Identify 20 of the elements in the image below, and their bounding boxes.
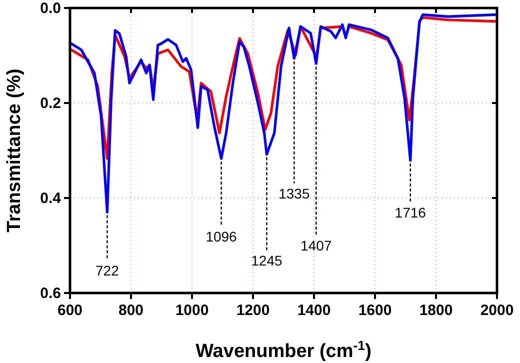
x-tick-label: 1000	[175, 302, 209, 319]
annotation: 1096	[206, 228, 238, 245]
y-axis-title: Transmittance (%)	[4, 68, 25, 232]
x-tick-label: 800	[118, 302, 144, 319]
x-tick-label: 1400	[297, 302, 331, 319]
y-tick-label: 0.4	[40, 190, 62, 207]
x-axis-title: Wavenumber (cm$^{-1}$)	[196, 338, 372, 362]
annotation: 1407	[300, 238, 332, 254]
x-tick-label: 1600	[358, 302, 392, 319]
x-tick-label: 2000	[480, 302, 514, 319]
y-tick-label: 0.2	[40, 95, 61, 112]
annotation: 1245	[251, 252, 283, 268]
annotation: 1716	[394, 204, 426, 220]
y-tick-label: 0.6	[40, 285, 61, 302]
annotation: 722	[96, 262, 120, 278]
y-tick-label: 0.0	[40, 0, 61, 17]
x-tick-label: 1200	[236, 302, 270, 319]
annotation: 1335	[278, 185, 310, 202]
x-tick-label: 600	[57, 302, 83, 319]
x-tick-label: 1800	[419, 302, 453, 319]
